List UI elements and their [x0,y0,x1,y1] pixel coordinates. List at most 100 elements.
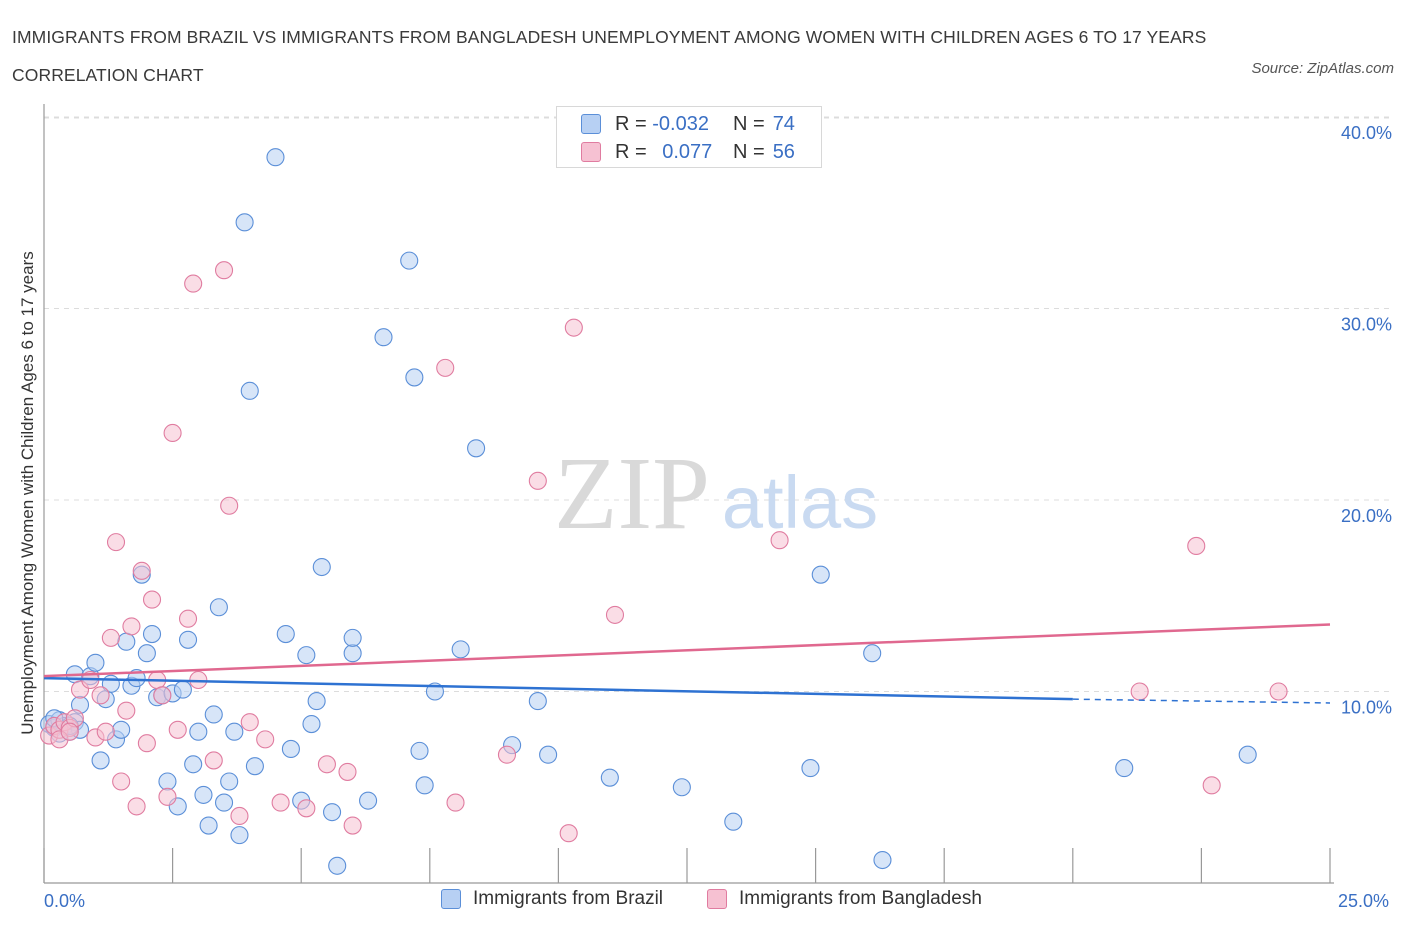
brazil-trend-line [43,676,1073,701]
brazil-point [209,598,228,617]
y-tick-label: 40.0% [1341,123,1392,143]
legend-item-brazil[interactable]: Immigrants from Brazil [441,888,663,910]
bangladesh-point [317,755,336,774]
bangladesh-point [528,471,547,490]
bangladesh-point [168,720,187,739]
brazil-point [374,328,393,347]
brazil-point [863,644,882,663]
brazil-point [724,812,743,831]
legend-row-brazil: R = -0.032 N = 74 [581,110,795,138]
brazil-point [220,772,239,791]
brazil-point [467,439,486,458]
r-value-bangladesh: 0.077 [662,140,713,163]
brazil-point [405,368,424,387]
bangladesh-point [184,274,203,293]
brazil-point [184,755,203,774]
brazil-point [672,778,691,797]
brazil-point [307,692,326,711]
brazil-point [359,791,378,810]
brazil-point [415,776,434,795]
n-label: N = [733,140,765,163]
bangladesh-point [60,722,79,741]
bangladesh-point [220,496,239,515]
bangladesh-point [106,533,126,552]
bangladesh-point [338,762,357,781]
bangladesh-point [101,628,120,647]
bangladesh-point [497,745,517,764]
brazil-swatch [581,114,601,134]
bangladesh-point [91,686,110,705]
bangladesh-point [96,722,115,741]
bangladesh-point [204,751,223,770]
brazil-point [158,772,177,791]
bangladesh-point [137,734,156,753]
bangladesh-point [343,816,362,835]
brazil-point [142,624,162,644]
bangladesh-point [436,358,455,377]
y-axis-label: Unemployment Among Women with Children A… [18,251,37,735]
brazil-point [204,705,223,724]
legend-row-bangladesh: R = 0.077 N = 56 [581,138,795,166]
legend-label-bangladesh: Immigrants from Bangladesh [739,888,982,909]
r-label: R = [615,140,647,163]
bangladesh-point [153,686,172,705]
y-tick-label: 10.0% [1341,698,1392,718]
n-value-brazil: 74 [772,112,795,135]
legend-label-brazil: Immigrants from Brazil [473,888,664,909]
brazil-point [112,720,131,739]
bangladesh-point [132,561,151,580]
series-bangladesh-points [40,261,1288,843]
brazil-point [214,793,234,812]
watermark-zip: ZIP [554,436,710,551]
bangladesh-point [178,609,198,628]
brazil-point [328,856,347,875]
bangladesh-point [564,318,583,337]
bangladesh-point [605,605,625,624]
bangladesh-point [158,787,177,806]
bangladesh-point [1202,776,1221,795]
bangladesh-point [1269,682,1288,701]
brazil-point [225,722,244,741]
r-value-brazil: -0.032 [652,112,709,135]
brazil-point [173,680,192,699]
brazil-point [297,646,316,665]
watermark: ZIP atlas [554,436,878,551]
brazil-point [199,816,218,835]
brazil-point [528,692,547,711]
brazil-point [194,785,213,804]
brazil-point [312,557,331,577]
brazil-point [266,148,285,167]
brazil-point [873,850,892,870]
brazil-trend-extension [1072,698,1331,704]
bangladesh-point [1187,536,1206,556]
bangladesh-point [240,713,259,732]
bangladesh-point [122,617,141,636]
series-legend: Immigrants from Brazil Immigrants from B… [0,888,1406,916]
brazil-point [451,640,470,659]
x-tick-max: 25.0% [1338,891,1390,911]
brazil-point [302,715,321,734]
bangladesh-point [256,730,275,749]
legend-item-bangladesh[interactable]: Immigrants from Bangladesh [707,888,982,910]
bangladesh-point [117,701,136,720]
chart-source: Source: ZipAtlas.com [1251,60,1394,77]
bangladesh-point [446,793,465,812]
correlation-legend: R = -0.032 N = 74 R = 0.077 N = 56 [556,106,822,168]
brazil-point [1238,745,1257,764]
bangladesh-point [1130,682,1149,701]
y-tick-labels: 10.0% 20.0% 30.0% 40.0% [1341,123,1392,718]
brazil-point [600,768,619,787]
bangladesh-point [214,261,234,280]
bangladesh-point [559,824,578,843]
bangladesh-point [142,590,162,609]
brazil-point [811,565,830,584]
bangladesh-point [770,531,789,550]
brazil-point [245,757,264,776]
brazil-point [801,759,820,778]
brazil-point [178,630,198,649]
brazil-point [323,803,342,822]
brazil-point [539,745,558,764]
chart-title: IMMIGRANTS FROM BRAZIL VS IMMIGRANTS FRO… [12,27,1207,85]
bangladesh-point [297,799,316,818]
grid-lines [44,116,1390,692]
